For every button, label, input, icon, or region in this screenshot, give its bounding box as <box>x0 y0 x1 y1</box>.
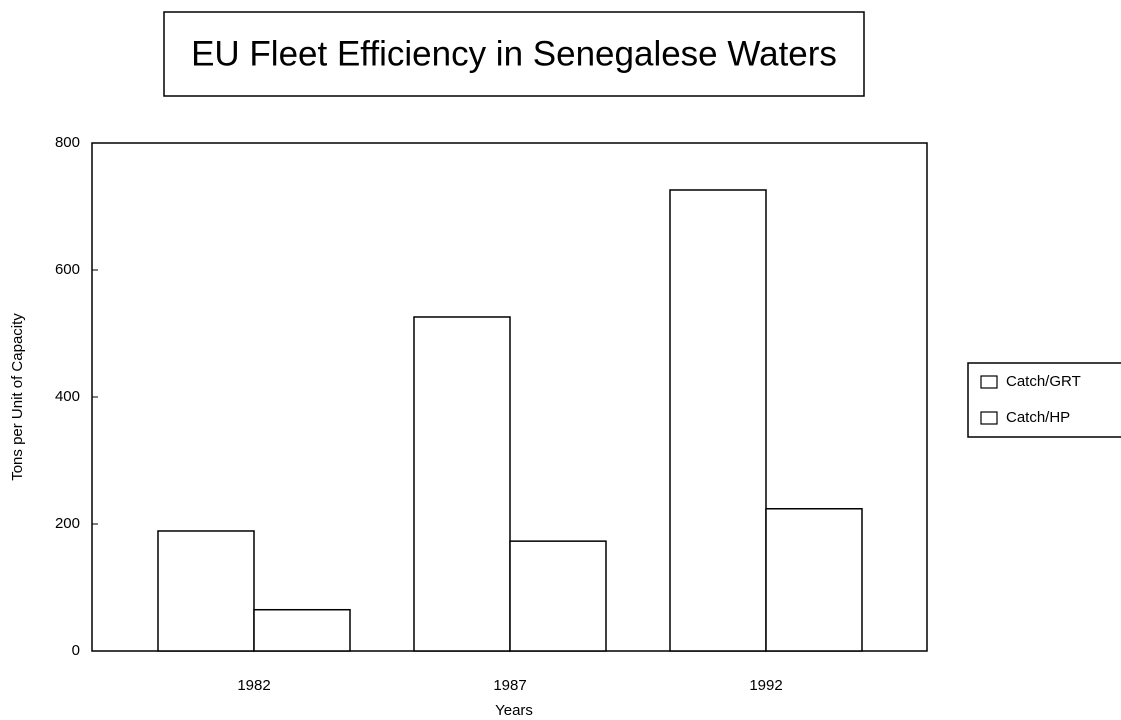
chart-title: EU Fleet Efficiency in Senegalese Waters <box>191 34 837 73</box>
y-tick-label: 800 <box>55 134 80 151</box>
bar <box>157 530 255 652</box>
legend-label: Catch/GRT <box>1006 373 1081 390</box>
bar <box>253 608 351 652</box>
legend-box <box>967 362 1121 438</box>
x-axis-label: Years <box>495 702 533 719</box>
bar <box>765 508 863 652</box>
legend-swatch <box>980 411 998 425</box>
y-tick-label: 0 <box>72 642 80 659</box>
y-tick-label: 200 <box>55 515 80 532</box>
y-tick-label: 400 <box>55 388 80 405</box>
y-tick-label: 600 <box>55 261 80 278</box>
bar <box>509 540 607 652</box>
x-tick-label: 1987 <box>493 677 526 694</box>
legend-label: Catch/HP <box>1006 409 1070 426</box>
legend-swatch <box>980 375 998 389</box>
y-axis-label: Tons per Unit of Capacity <box>9 313 26 481</box>
x-tick-label: 1992 <box>749 677 782 694</box>
bar <box>669 189 767 652</box>
title-box <box>163 11 865 97</box>
x-tick-label: 1982 <box>237 677 270 694</box>
bar <box>413 316 511 652</box>
